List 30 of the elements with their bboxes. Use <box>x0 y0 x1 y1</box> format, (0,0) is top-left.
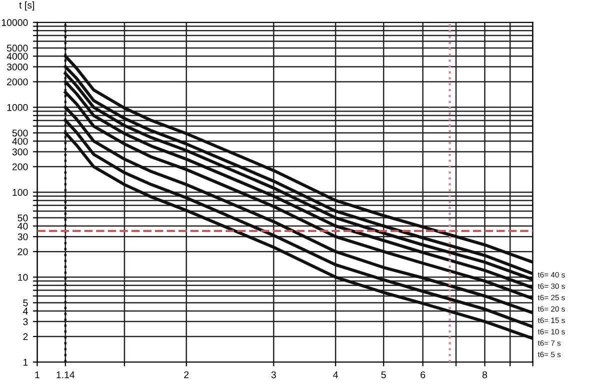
y-tick-label: 200 <box>12 163 28 170</box>
x-tick-label: 3 <box>271 371 276 378</box>
x-tick-label: 8 <box>482 371 488 378</box>
y-tick-label: 5 <box>23 300 28 306</box>
x-tick-label: 2 <box>184 371 189 378</box>
y-tick-label: 10 <box>18 274 28 281</box>
y-axis-title: t [s] <box>19 1 34 10</box>
y-tick-label: 1 <box>24 358 28 366</box>
y-tick-label: 500 <box>12 130 28 136</box>
y-tick-label: 40 <box>18 222 28 230</box>
y-tick-label: 2 <box>23 333 28 340</box>
y-tick-label: 400 <box>12 138 28 145</box>
y-tick-label: 1000 <box>7 104 28 111</box>
y-tick-label: 20 <box>18 248 28 256</box>
x-tick-label: 1.14 <box>56 371 75 378</box>
y-tick-label: 100 <box>12 188 28 196</box>
y-tick-label: 4000 <box>6 52 28 60</box>
y-tick-label: 3 <box>23 318 28 326</box>
y-tick-label: 30 <box>18 233 28 240</box>
y-tick-label: 50 <box>18 214 28 222</box>
y-tick-label: 4 <box>22 308 28 314</box>
y-tick-label: 10000 <box>2 19 28 26</box>
y-tick-label: 5000 <box>6 44 28 52</box>
y-tick-label: 300 <box>12 148 28 156</box>
x-tick-label: 6 <box>420 371 426 378</box>
x-tick-label: 4 <box>333 371 338 378</box>
x-tick-label: 5 <box>381 371 386 378</box>
y-tick-label: 3000 <box>6 64 28 70</box>
y-tick-label: 2000 <box>7 78 28 86</box>
x-tick-label: 1 <box>35 371 40 378</box>
